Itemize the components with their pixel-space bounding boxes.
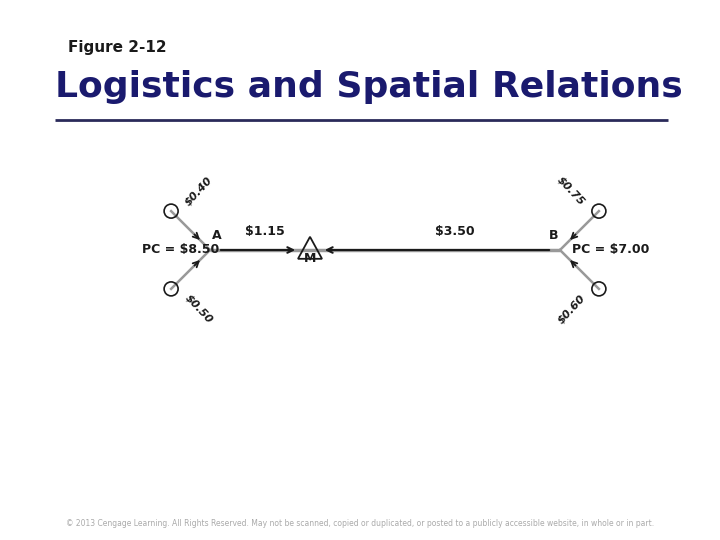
Text: PC = $7.00: PC = $7.00 bbox=[572, 244, 649, 256]
Text: $0.40: $0.40 bbox=[183, 174, 215, 207]
Text: $3.50: $3.50 bbox=[435, 225, 474, 238]
Text: B: B bbox=[549, 229, 558, 242]
Text: Figure 2-12: Figure 2-12 bbox=[68, 40, 166, 55]
Text: PC = $8.50: PC = $8.50 bbox=[142, 244, 220, 256]
Text: $0.75: $0.75 bbox=[556, 174, 587, 207]
Text: A: A bbox=[212, 229, 222, 242]
Text: $0.60: $0.60 bbox=[556, 293, 587, 326]
Text: $1.15: $1.15 bbox=[245, 225, 285, 238]
Text: © 2013 Cengage Learning. All Rights Reserved. May not be scanned, copied or dupl: © 2013 Cengage Learning. All Rights Rese… bbox=[66, 519, 654, 528]
Text: $0.50: $0.50 bbox=[183, 293, 215, 326]
Text: Logistics and Spatial Relations: Logistics and Spatial Relations bbox=[55, 70, 683, 104]
Text: M: M bbox=[304, 252, 316, 265]
